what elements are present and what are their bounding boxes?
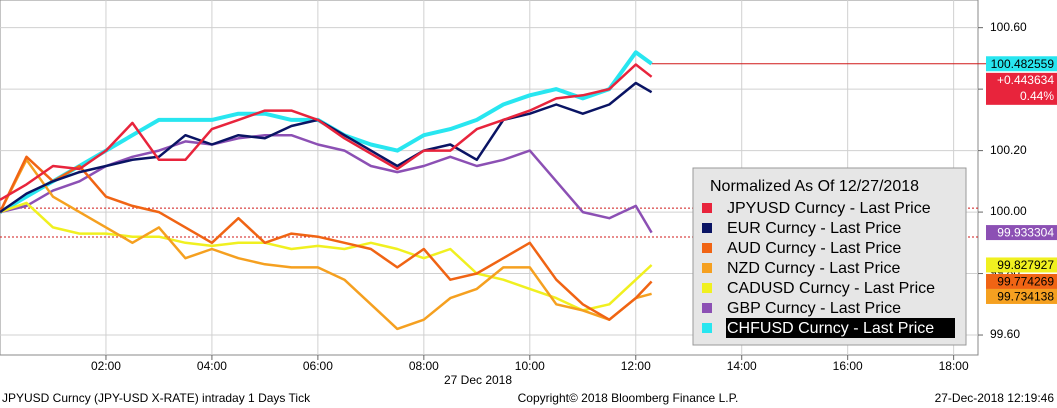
value-label-box (986, 273, 1057, 289)
x-axis-label: 27 Dec 2018 (444, 373, 512, 387)
value-label: 100.482559 (991, 57, 1055, 71)
y-tick-label: 100.60 (990, 20, 1027, 34)
value-label-box (986, 288, 1057, 304)
legend-label: EUR Curncy - Last Price (727, 220, 901, 237)
legend-label: NZD Curncy - Last Price (727, 260, 900, 277)
legend-swatch (702, 243, 712, 253)
y-tick-label: 99.60 (990, 327, 1020, 341)
value-label-box (986, 257, 1057, 273)
footer-left: JPYUSD Curncy (JPY-USD X-RATE) intraday … (2, 391, 311, 405)
legend-swatch (702, 323, 712, 333)
y-tick-label: 100.00 (990, 204, 1027, 218)
change-pct-label: 0.44% (1020, 89, 1054, 103)
x-tick-label: 04:00 (197, 359, 227, 373)
legend-box (692, 167, 967, 346)
series-line (0, 158, 652, 331)
legend-label: CADUSD Curncy - Last Price (727, 280, 935, 297)
series-line (0, 63, 653, 201)
value-label: 99.734138 (997, 290, 1054, 304)
value-label-box (986, 72, 1057, 105)
footer-center: Copyright© 2018 Bloomberg Finance L.P. (518, 391, 739, 405)
legend: Normalized As Of 12/27/2018 JPYUSD Curnc… (692, 167, 967, 346)
value-label-box (986, 225, 1057, 241)
legend-swatch (702, 223, 712, 233)
y-tick-label: 100.20 (990, 143, 1027, 157)
x-tick-label: 18:00 (939, 359, 969, 373)
series-line (0, 155, 653, 321)
x-tick-label: 16:00 (833, 359, 863, 373)
x-tick-label: 10:00 (515, 359, 545, 373)
value-label: 99.827927 (997, 258, 1054, 272)
value-label-box (986, 56, 1057, 72)
x-tick-label: 12:00 (621, 359, 651, 373)
legend-label: CHFUSD Curncy - Last Price (727, 320, 934, 337)
legend-label: JPYUSD Curncy - Last Price (727, 200, 931, 217)
legend-title: Normalized As Of 12/27/2018 (710, 178, 919, 195)
legend-swatch (702, 283, 712, 293)
change-label: +0.443634 (997, 73, 1054, 87)
legend-label: AUD Curncy - Last Price (727, 240, 901, 257)
x-tick-label: 06:00 (303, 359, 333, 373)
value-label: 99.933304 (997, 226, 1054, 240)
legend-swatch (702, 203, 712, 213)
x-tick-label: 02:00 (91, 359, 121, 373)
footer-right: 27-Dec-2018 12:19:46 (935, 391, 1055, 405)
value-label: 99.774269 (997, 275, 1054, 289)
series-line (0, 81, 653, 214)
x-tick-label: 08:00 (409, 359, 439, 373)
legend-highlight (726, 318, 955, 338)
legend-swatch (702, 303, 712, 313)
legend-label: GBP Curncy - Last Price (727, 300, 901, 317)
x-tick-label: 14:00 (727, 359, 757, 373)
legend-swatch (702, 263, 712, 273)
